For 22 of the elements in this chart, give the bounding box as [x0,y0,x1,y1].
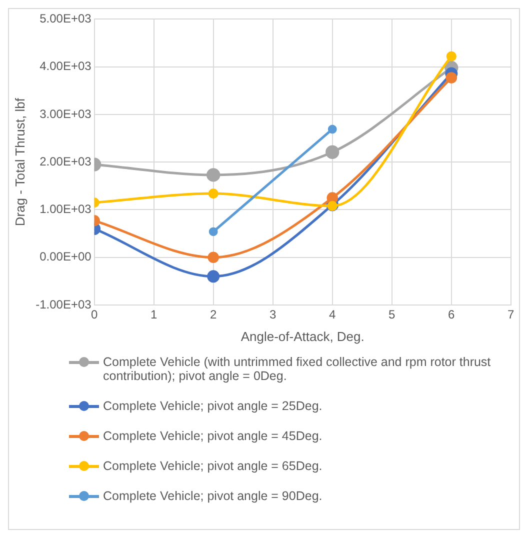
x-tick-label: 3 [270,308,277,322]
x-tick-label: 1 [150,308,158,322]
y-tick-label: 0.00E+00 [40,250,92,264]
y-tick-label: 1.00E+03 [40,202,92,216]
legend-label: Complete Vehicle; pivot angle = 90Deg. [103,489,322,503]
y-axis-title: Drag - Total Thrust, lbf [12,98,28,226]
legend-label: Complete Vehicle; pivot angle = 65Deg. [103,459,322,473]
y-tick-label: 3.00E+03 [40,106,92,121]
x-tick-label: 7 [508,308,515,322]
y-tick-label: 4.00E+03 [40,59,92,74]
legend-label: Complete Vehicle; pivot angle = 45Deg. [103,429,322,443]
x-tick-label: 4 [329,308,336,322]
legend-label: Complete Vehicle (with untrimmed fixed collective and rpm rotor thrust contribution); pivot angle = 0Deg. [103,355,492,383]
y-tick-label: -1.00E+03 [36,297,92,312]
x-axis-title: Angle-of-Attack, Deg. [240,328,364,344]
y-tick-label: 5.00E+03 [40,12,92,26]
x-tick-label: 6 [448,308,456,322]
y-tick-label: 2.00E+03 [40,154,92,168]
legend-label: Complete Vehicle; pivot angle = 25Deg. [103,399,322,413]
x-tick-label: 2 [210,308,217,322]
x-tick-label: 0 [90,308,98,322]
x-tick-label: 5 [388,308,396,322]
